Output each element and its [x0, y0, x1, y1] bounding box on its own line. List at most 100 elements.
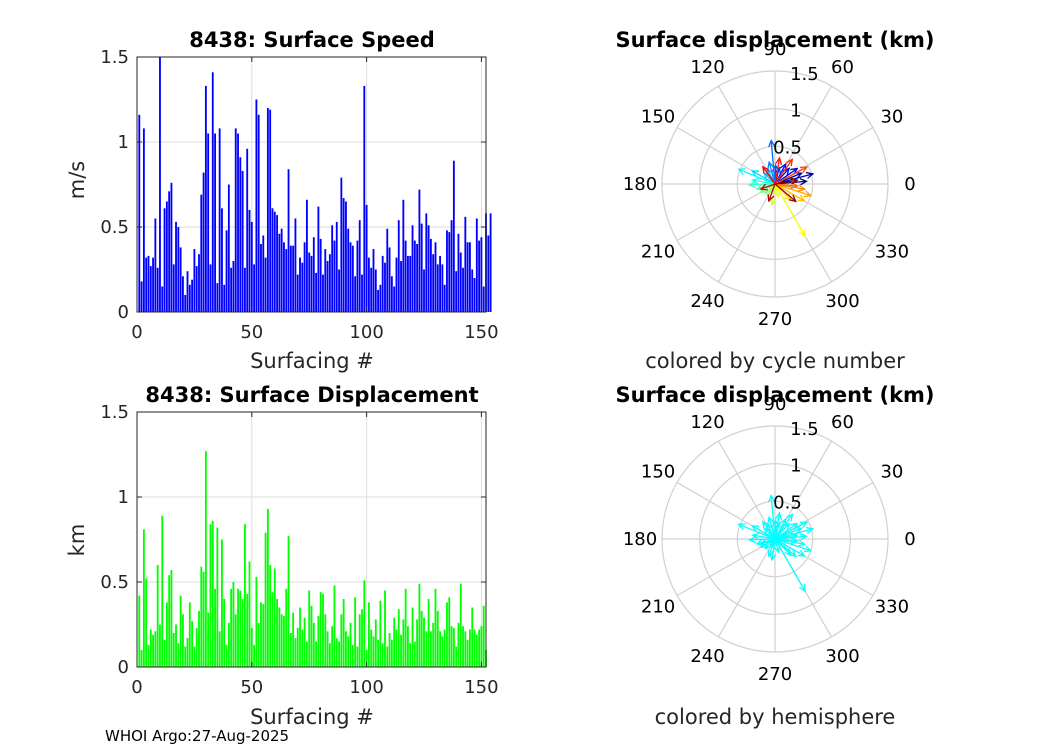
bar — [361, 274, 363, 312]
bar — [342, 198, 345, 312]
bar — [425, 213, 428, 312]
bar — [202, 172, 205, 312]
bar — [246, 148, 249, 312]
bar — [446, 230, 448, 312]
bar — [340, 614, 343, 667]
bar — [283, 242, 285, 312]
arrow-shaft — [760, 183, 776, 190]
arrow-shaft — [738, 168, 776, 185]
arrow-head — [797, 539, 807, 547]
bar — [413, 240, 416, 312]
bar — [367, 602, 370, 667]
arrow-shaft — [774, 158, 793, 185]
arrow-shaft — [774, 183, 797, 202]
bar — [315, 641, 318, 667]
radial-tick-label: 0.5 — [773, 137, 802, 158]
displacement-arrow — [774, 177, 799, 185]
x-tick-label: 0 — [131, 677, 142, 698]
bar — [365, 650, 368, 667]
arrow-head — [737, 168, 746, 175]
arrow-head — [788, 194, 797, 203]
arrow-shaft — [774, 512, 781, 540]
arrow-head — [799, 166, 809, 174]
bar — [168, 575, 171, 667]
arrow-shaft — [768, 538, 776, 557]
arrow-head — [751, 532, 760, 540]
bar — [402, 199, 405, 312]
radial-tick-label: 1.5 — [790, 419, 819, 440]
polar-spoke — [717, 183, 776, 283]
angle-tick-label: 90 — [764, 39, 787, 60]
x-tick-label: 50 — [240, 322, 263, 343]
arrow-head — [737, 523, 746, 530]
bar — [188, 602, 191, 667]
angle-tick-label: 300 — [825, 291, 859, 312]
bar — [289, 245, 292, 312]
bar — [464, 216, 467, 312]
polar-spoke — [717, 538, 776, 638]
bar — [177, 643, 180, 667]
arrow-shaft — [738, 523, 776, 540]
bar — [225, 644, 228, 667]
angle-tick-label: 0 — [904, 174, 915, 195]
bar — [211, 520, 214, 667]
bar — [356, 240, 359, 312]
arrow-shaft — [774, 538, 812, 552]
displacement-arrow — [774, 183, 797, 203]
bar — [303, 617, 306, 667]
footer-stamp: WHOI Argo:27-Aug-2025 — [105, 727, 289, 745]
bar — [363, 580, 366, 667]
bar — [177, 227, 180, 312]
bar — [432, 622, 435, 667]
displacement-arrow — [751, 177, 776, 185]
bar — [374, 619, 377, 667]
bar — [142, 529, 145, 667]
bar — [434, 242, 437, 312]
bar — [161, 515, 164, 667]
bar — [487, 235, 490, 312]
bar — [393, 286, 396, 312]
bar — [397, 220, 400, 312]
bar — [209, 264, 212, 312]
bar — [420, 223, 423, 312]
bar — [142, 128, 145, 312]
displacement-arrow — [767, 183, 776, 203]
bar — [480, 626, 483, 667]
bar — [342, 599, 345, 667]
bar — [266, 508, 269, 667]
bar — [239, 157, 242, 312]
bar — [478, 629, 481, 667]
bar — [234, 128, 237, 312]
radial-tick-label: 0.5 — [773, 492, 802, 513]
bar — [443, 629, 446, 667]
bar — [262, 604, 265, 667]
bar — [335, 638, 338, 667]
bar — [361, 609, 363, 667]
bar — [264, 257, 267, 312]
bar — [345, 201, 347, 312]
speed-bar-chart: 8438: Surface Speed Surfacing # m/s 0 50 1… — [65, 28, 499, 373]
axes-box — [136, 411, 487, 668]
bar — [152, 634, 154, 667]
bar — [423, 617, 425, 667]
bar — [145, 578, 148, 667]
bar — [370, 629, 373, 667]
bar — [214, 588, 216, 667]
angle-tick-label: 30 — [880, 107, 903, 128]
bar — [319, 238, 322, 312]
bar — [354, 597, 357, 667]
bar — [395, 629, 398, 667]
bar — [416, 619, 419, 667]
arrow-shaft — [760, 538, 776, 545]
bar — [395, 257, 398, 312]
bar — [237, 588, 239, 667]
bar — [191, 621, 194, 667]
bar — [436, 610, 439, 667]
bar — [475, 634, 478, 667]
bar — [165, 602, 168, 667]
bar — [294, 638, 297, 667]
bar — [365, 204, 368, 312]
bar — [328, 643, 331, 667]
bar — [305, 641, 308, 667]
